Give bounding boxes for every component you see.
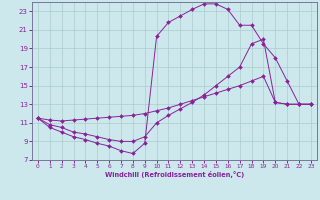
X-axis label: Windchill (Refroidissement éolien,°C): Windchill (Refroidissement éolien,°C) — [105, 171, 244, 178]
